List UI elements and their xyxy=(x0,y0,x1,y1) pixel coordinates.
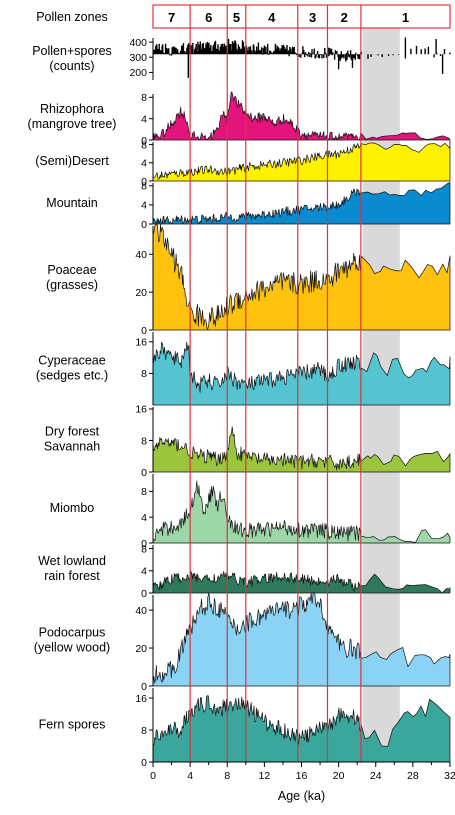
panel-pollen: 200 300 400 Pollen+spores(counts) xyxy=(32,37,451,80)
miombo-y-tick-label: 8 xyxy=(141,486,147,498)
x-tick-label: 32 xyxy=(444,770,455,782)
x-tick-label: 20 xyxy=(333,770,345,782)
zone-boundaries xyxy=(189,5,362,762)
desert-area xyxy=(152,140,451,182)
miombo-y-tick-label: 0 xyxy=(141,538,147,550)
poaceae-label: (grasses) xyxy=(46,278,98,292)
dryforest-area xyxy=(152,426,451,473)
cyperaceae-y-tick-label: 16 xyxy=(135,337,147,349)
zone-box xyxy=(152,4,451,29)
fern-y-tick-label: 0 xyxy=(141,757,147,769)
fern-y-tick-label: 8 xyxy=(141,725,147,737)
rhizophora-y-tick-label: 0 xyxy=(141,135,147,147)
zone-label-2: 2 xyxy=(341,10,348,25)
zone-label-5: 5 xyxy=(233,10,240,25)
poaceae-label: Poaceae xyxy=(47,263,96,277)
zone-label-4: 4 xyxy=(268,10,276,25)
miombo-area xyxy=(152,480,451,544)
dryforest-label: Savannah xyxy=(44,440,100,454)
desert-y-tick-label: 0 xyxy=(141,176,147,188)
poaceae-y-tick-label: 20 xyxy=(135,287,147,299)
pollen-y-tick-label: 400 xyxy=(129,37,147,49)
podocarpus-y-tick-label: 0 xyxy=(141,681,147,693)
zone-label-3: 3 xyxy=(309,10,316,25)
x-tick-label: 8 xyxy=(224,770,230,782)
mountain-area xyxy=(152,182,451,225)
wetlowland-y-tick-label: 8 xyxy=(141,543,147,555)
pollen-label: Pollen+spores xyxy=(32,44,112,58)
podocarpus-y-tick-label: 40 xyxy=(135,605,147,617)
panel-poaceae: 0 20 40 Poaceae(grasses) xyxy=(46,223,451,337)
wetlowland-y-tick-label: 0 xyxy=(141,588,147,600)
dryforest-y-tick-label: 8 xyxy=(141,435,147,447)
desert-y-tick-label: 4 xyxy=(141,158,147,170)
mountain-y-tick-label: 4 xyxy=(141,200,147,212)
pollen-label: (counts) xyxy=(49,59,94,73)
podocarpus-y-tick-label: 20 xyxy=(135,643,147,655)
miombo-y-tick-label: 4 xyxy=(141,512,147,524)
mountain-label: Mountain xyxy=(46,196,97,210)
pollen-zones-header: Pollen zones 7 6 5 4 3 2 1 xyxy=(36,4,451,29)
wetlowland-label: rain forest xyxy=(44,569,100,583)
x-tick-label: 4 xyxy=(187,770,193,782)
dryforest-y-tick-label: 16 xyxy=(135,404,147,416)
rhizophora-area xyxy=(152,91,451,141)
poaceae-area xyxy=(152,223,451,331)
pollen-y-tick-label: 300 xyxy=(129,52,147,64)
x-axis: 0 4 8 12 16 20 24 28 32 Age (ka) xyxy=(150,761,455,803)
x-tick-label: 16 xyxy=(296,770,308,782)
podocarpus-label: Podocarpus xyxy=(39,626,106,640)
mountain-y-tick-label: 0 xyxy=(141,219,147,231)
fern-y-tick-label: 16 xyxy=(135,693,147,705)
wetlowland-area xyxy=(152,570,451,594)
fern-label: Fern spores xyxy=(39,718,106,732)
rhizophora-y-tick-label: 4 xyxy=(141,113,147,125)
mountain-y-tick-label: 8 xyxy=(141,181,147,193)
desert-label: (Semi)Desert xyxy=(35,154,109,168)
panel-mountain: 0 4 8 Mountain xyxy=(46,181,451,231)
x-tick-label: 12 xyxy=(259,770,271,782)
wetlowland-y-tick-label: 4 xyxy=(141,566,147,578)
desert-y-tick-label: 8 xyxy=(141,139,147,151)
pollen-zones-title: Pollen zones xyxy=(36,10,108,24)
cyperaceae-label: Cyperaceae xyxy=(38,354,105,368)
cyperaceae-label: (sedges etc.) xyxy=(36,369,108,383)
x-tick-label: 24 xyxy=(370,770,382,782)
x-tick-label: 0 xyxy=(150,770,156,782)
poaceae-y-tick-label: 0 xyxy=(141,325,147,337)
pollen-y-tick-label: 200 xyxy=(129,67,147,79)
miombo-label: Miombo xyxy=(50,501,95,515)
podocarpus-area xyxy=(152,592,451,687)
dryforest-y-tick-label: 0 xyxy=(141,467,147,479)
x-tick-label: 28 xyxy=(407,770,419,782)
rhizophora-label: (mangrove tree) xyxy=(28,117,117,131)
pollen-count-bars xyxy=(152,37,451,78)
cyperaceae-y-tick-label: 8 xyxy=(141,368,147,380)
dryforest-label: Dry forest xyxy=(45,425,100,439)
poaceae-y-tick-label: 40 xyxy=(135,249,147,261)
wetlowland-label: Wet lowland xyxy=(38,554,106,568)
podocarpus-label: (yellow wood) xyxy=(34,641,110,655)
zone-label-7: 7 xyxy=(168,10,175,25)
rhizophora-label: Rhizophora xyxy=(40,102,104,116)
rhizophora-y-tick-label: 8 xyxy=(141,92,147,104)
x-axis-title: Age (ka) xyxy=(278,789,325,803)
cyperaceae-area xyxy=(152,341,451,406)
zone-label-6: 6 xyxy=(205,10,212,25)
fern-area xyxy=(152,695,451,763)
zone-label-1: 1 xyxy=(402,10,409,25)
